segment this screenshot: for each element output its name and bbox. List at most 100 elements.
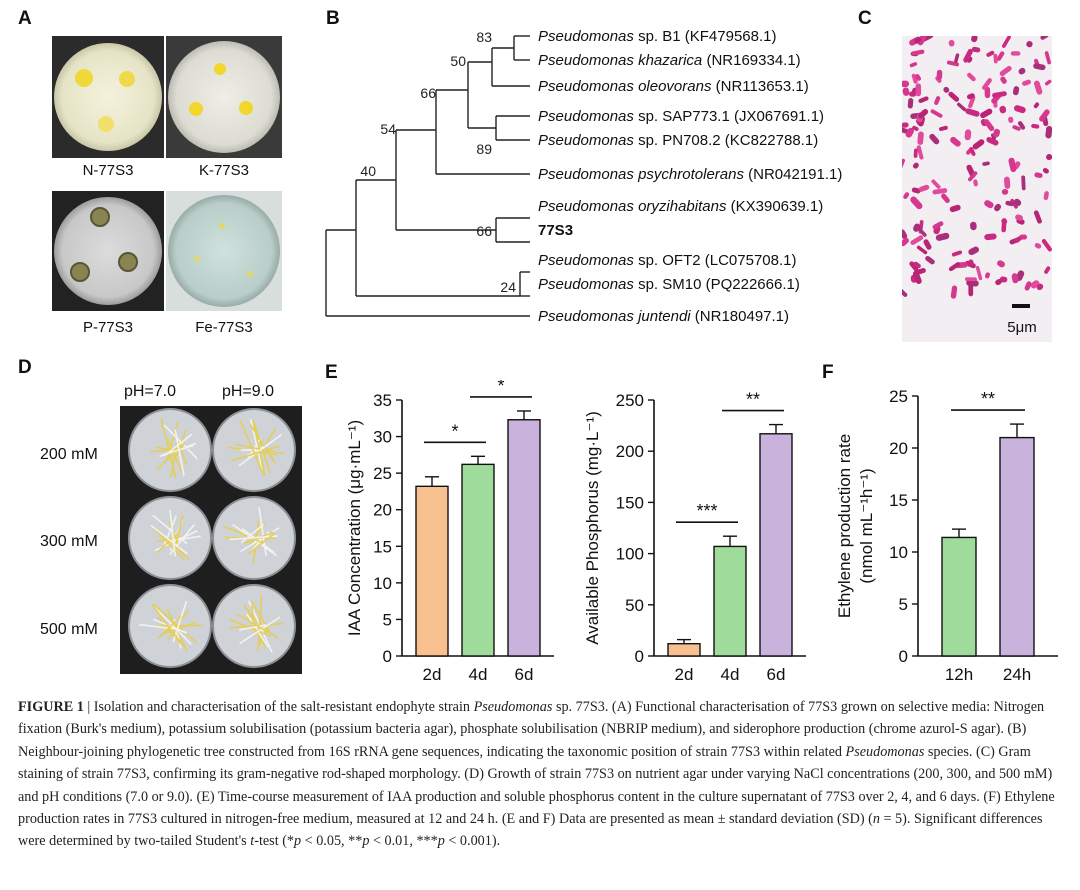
x-tick-label: 24h [1003,665,1031,684]
bacterial-cell [971,36,978,43]
taxon-rest: juntendi [634,308,691,325]
colony [247,271,253,277]
streak [153,606,192,646]
panel-a-dishes [52,36,282,311]
streak [174,514,184,545]
x-tick-label: 2d [675,665,694,684]
bacterial-cell [1021,175,1026,191]
bacterial-cell [902,126,909,134]
caption-text: sp. 77S3. (A) Functional characterisatio… [18,699,1045,760]
chart-ethylene: 0 5 10 15 20 25 12h 24h ** Ethylene production ra… [835,387,1058,684]
col-label-ph7: pH=7.0 [124,383,176,400]
figure-caption: FIGURE 1 | Isolation and characterisatio… [18,696,1064,853]
bacterial-cell [934,96,941,106]
bacterial-cell [907,98,914,109]
x-tick-label: 12h [945,665,973,684]
bootstrap-66b: 66 [476,223,492,239]
y-tick-label: 15 [373,537,392,556]
streak [252,420,266,477]
bootstrap-83: 83 [476,29,492,45]
bacterial-cell [984,200,994,209]
caption-var: t [250,833,255,850]
bacterial-cell [948,39,955,47]
bacterial-cell [936,69,943,81]
taxon-genus: Pseudomonas [538,132,634,149]
y-tick-label: 20 [889,439,908,458]
colony [194,256,200,262]
caption-label: FIGURE 1 [18,699,84,715]
panel-letter-a: A [18,8,32,29]
bacterial-cell [1008,157,1017,173]
taxon-label: Pseudomonas khazarica (NR169334.1) [538,52,801,69]
tree-branches [325,35,530,317]
taxon-rest: sp. B1 (KF479568.1) [634,28,777,45]
bacterial-cell [1039,109,1050,122]
bacterial-cell [986,136,999,146]
taxon-label: Pseudomonas sp. SAP773.1 (JX067691.1) [538,108,824,125]
bacterial-cell [948,91,960,102]
caption-species: Pseudomonas [473,699,553,715]
row-label-300: 300 mM [40,533,98,550]
streak [239,420,265,477]
bacterial-cell [968,246,979,256]
bacterial-cell [1034,242,1042,249]
bacterial-cell [1044,51,1051,65]
y-tick-label: 10 [373,574,392,593]
bacterial-cell [1013,198,1022,207]
bacterial-cell [1034,172,1043,178]
taxon-genus: Pseudomonas [538,276,634,293]
taxon-genus: Pseudomonas [538,108,634,125]
streak [258,507,267,556]
significance-label: ** [746,390,760,410]
bacterial-cell [1044,266,1051,274]
panel-d-plates: pH=7.0 pH=9.0 200 mM 300 mM 500 mM [40,383,302,674]
bacterial-cell [984,233,997,241]
significance-label: ** [981,389,995,409]
streak [238,433,282,467]
bacterial-cell [975,265,983,281]
bacterial-cell [1015,214,1023,221]
bacterial-cell [925,255,935,265]
taxon-label: 77S3 [538,222,573,239]
caption-var: n [872,811,880,828]
y-tick-label: 100 [616,545,644,564]
dish-label-p: P-77S3 [82,319,134,336]
bacterial-cell [1042,167,1049,174]
bacterial-cell [912,162,919,169]
streak [150,524,188,555]
bacterial-cell [1033,210,1042,224]
bacterial-cell [913,148,918,158]
taxon-accession: (NR180497.1) [691,308,789,325]
y-tick-label: 15 [889,491,908,510]
taxon-label: Pseudomonas oleovorans (NR113653.1) [538,78,809,95]
taxon-label: Pseudomonas juntendi (NR180497.1) [538,308,789,325]
bacterial-cell [973,179,978,187]
bacterial-cell [1014,105,1026,114]
streak [236,613,279,639]
bar [941,536,977,657]
bacterial-cell [911,49,925,56]
streak [231,445,280,462]
bacterial-cell [935,232,950,241]
y-tick-label: 20 [373,501,392,520]
dish-label-fe: Fe-77S3 [195,319,253,336]
taxon-label: Pseudomonas psychrotolerans (NR042191.1) [538,166,842,183]
bacterial-cell [902,80,910,88]
bacterial-cell [963,48,973,63]
bar [461,463,495,657]
col-label-ph9: pH=9.0 [222,383,274,400]
bacterial-cell [910,235,924,245]
caption-var: p [437,833,445,850]
bacterial-cell [911,187,921,194]
bacterial-cell [949,204,961,213]
bacterial-cell [902,87,910,96]
panel-letter-e: E [325,362,338,383]
bacterial-cell [966,93,975,100]
dish-n [54,43,162,151]
taxon-label: Pseudomonas sp. OFT2 (LC075708.1) [538,252,796,269]
bacterial-cell [1001,218,1007,233]
bacterial-cell [982,78,992,90]
bacterial-cell [1022,79,1031,86]
y-axis-label: IAA Concentration (μg·mL⁻¹) [345,420,364,636]
bacterial-cell [1046,153,1052,161]
